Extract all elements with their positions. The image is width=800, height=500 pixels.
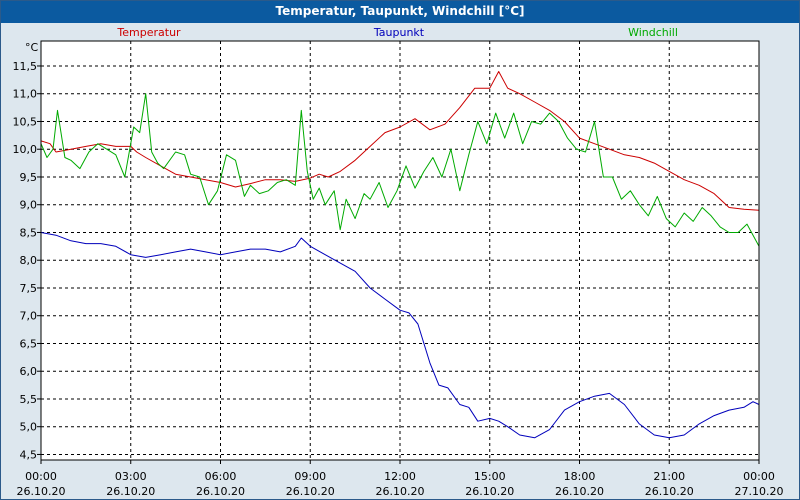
series-line-taupunkt (40, 232, 760, 439)
x-tick-time: 12:00 (384, 470, 416, 483)
y-tick-label: 7,5 (20, 282, 38, 295)
y-tick-label: 8,5 (20, 226, 38, 239)
series-line-windchill (40, 93, 760, 247)
x-tick-date: 26.10.20 (106, 485, 155, 498)
y-tick-label: 10,0 (13, 143, 38, 156)
y-tick-label: 4,5 (20, 448, 38, 461)
tick-layer: 4,5 5,0 5,5 6,0 6,5 7,0 7,5 8,0 8,5 9,0 9,5 10,0 10,… (13, 60, 784, 498)
x-tick-date: 27.10.20 (735, 485, 784, 498)
y-tick-label: 11,0 (13, 88, 38, 101)
x-tick-date: 26.10.20 (555, 485, 604, 498)
legend-label-temperatur: Temperatur (116, 26, 181, 39)
x-tick-time: 18:00 (564, 470, 596, 483)
y-tick-label: 6,5 (20, 337, 38, 350)
series-line-temperatur (40, 71, 760, 211)
x-tick-time: 03:00 (115, 470, 147, 483)
x-tick-time: 00:00 (743, 470, 775, 483)
x-tick-time: 15:00 (474, 470, 506, 483)
chart-title: Temperatur, Taupunkt, Windchill [°C] (1, 1, 799, 23)
legend-label-taupunkt: Taupunkt (373, 26, 425, 39)
x-tick-time: 09:00 (294, 470, 326, 483)
x-tick-time: 21:00 (653, 470, 685, 483)
series-layer (40, 71, 760, 439)
x-tick-date: 26.10.20 (17, 485, 66, 498)
y-tick-label: 9,0 (20, 199, 38, 212)
legend: Temperatur Taupunkt Windchill (116, 26, 678, 39)
x-tick-date: 26.10.20 (376, 485, 425, 498)
y-tick-label: 7,0 (20, 310, 38, 323)
y-unit-label: °C (25, 41, 39, 54)
x-tick-date: 26.10.20 (645, 485, 694, 498)
y-tick-label: 5,0 (20, 421, 38, 434)
x-tick-date: 26.10.20 (286, 485, 335, 498)
x-tick-date: 26.10.20 (465, 485, 514, 498)
x-tick-time: 00:00 (25, 470, 57, 483)
y-tick-label: 6,0 (20, 365, 38, 378)
y-tick-label: 8,0 (20, 254, 38, 267)
x-tick-date: 26.10.20 (196, 485, 245, 498)
y-tick-label: 11,5 (13, 60, 38, 73)
x-tick-time: 06:00 (205, 470, 237, 483)
y-tick-label: 10,5 (13, 115, 38, 128)
y-tick-label: 5,5 (20, 393, 38, 406)
grid (41, 41, 759, 460)
legend-label-windchill: Windchill (628, 26, 678, 39)
y-tick-label: 9,5 (20, 171, 38, 184)
